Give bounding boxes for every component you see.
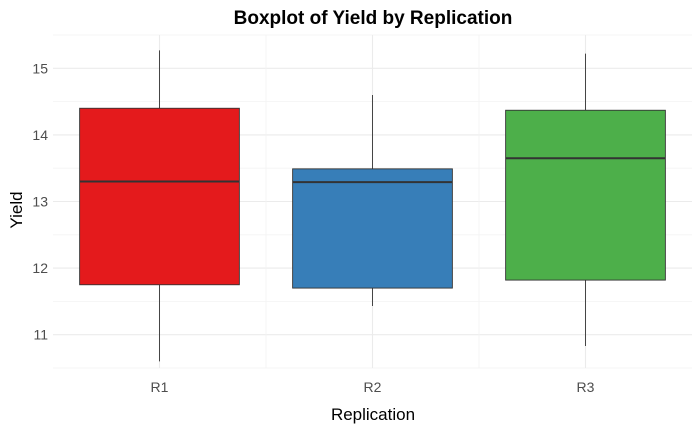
x-tick-label: R3 xyxy=(577,379,595,395)
x-tick-label: R1 xyxy=(151,379,169,395)
y-tick-label: 12 xyxy=(32,260,48,276)
y-tick-label: 13 xyxy=(32,194,48,210)
y-tick-label: 11 xyxy=(33,327,48,343)
chart-title: Boxplot of Yield by Replication xyxy=(234,8,513,29)
x-axis-label: Replication xyxy=(331,405,415,424)
box-iqr xyxy=(79,107,240,286)
box-r1 xyxy=(79,50,240,362)
y-axis-label: Yield xyxy=(7,191,26,228)
axis-ticks: 11 12 13 14 15 R1 R2 R3 xyxy=(32,60,594,395)
y-tick-label: 15 xyxy=(32,60,48,76)
box-r2 xyxy=(292,94,453,307)
y-tick-label: 14 xyxy=(32,127,48,143)
box-iqr xyxy=(505,109,666,281)
box-iqr xyxy=(292,168,453,289)
box-r3 xyxy=(505,53,666,347)
plot-area xyxy=(79,50,666,362)
x-tick-label: R2 xyxy=(364,379,382,395)
